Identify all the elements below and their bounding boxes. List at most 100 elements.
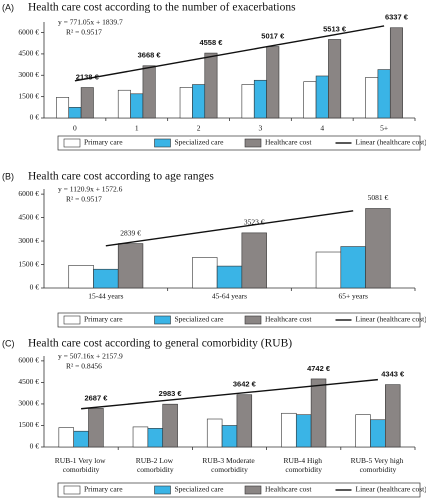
bar [68, 107, 82, 119]
bar [68, 265, 94, 289]
bar [241, 232, 267, 289]
r-squared: R² = 0.9517 [66, 195, 102, 204]
legend-box [57, 482, 421, 498]
value-label: 3523 € [244, 218, 265, 227]
value-label: 4558 € [199, 38, 223, 47]
bar [355, 414, 371, 448]
bar [93, 268, 119, 289]
bar [162, 403, 178, 448]
x-tick-label: 3 [259, 124, 263, 133]
value-label: 2839 € [120, 228, 141, 237]
legend-label: Primary care [84, 485, 123, 494]
legend-label: Specialized care [175, 138, 225, 147]
legend-label: Linear (healthcare cost) [356, 485, 426, 494]
y-tick-label: 3000 € [18, 399, 39, 408]
bar [58, 427, 74, 448]
y-tick-label: 4500 € [18, 377, 39, 386]
legend-swatch [154, 138, 171, 148]
bar [142, 65, 156, 119]
bar [147, 428, 164, 448]
legend-box [57, 135, 421, 151]
legend-swatch [244, 138, 262, 148]
y-tick-label: 1500 € [18, 420, 39, 429]
bar [328, 39, 342, 119]
bar [130, 93, 144, 119]
bar [315, 251, 342, 289]
y-tick-label: 0 € [30, 113, 40, 122]
legend-label: Specialized care [175, 315, 225, 324]
y-tick-label: 1500 € [18, 91, 39, 100]
x-tick-label: 2 [197, 124, 201, 133]
legend-label: Healthcare cost [265, 485, 312, 494]
bar [303, 81, 317, 119]
bar [206, 418, 223, 448]
r-squared: R² = 0.8456 [66, 362, 102, 371]
bar [179, 87, 193, 119]
y-tick-label: 0 € [30, 283, 40, 292]
value-label: 2983 € [159, 389, 183, 398]
trend-line [81, 378, 378, 410]
bar [56, 97, 70, 119]
bar [340, 246, 366, 289]
legend-label: Primary care [84, 138, 123, 147]
trend-line [74, 25, 385, 82]
bar [132, 426, 149, 448]
bar [365, 208, 391, 289]
legend-swatch [154, 315, 171, 325]
x-tick-label: RUB-5 Very high comorbidity [351, 456, 406, 474]
panel-label: (A) [2, 2, 14, 12]
legend-swatch [244, 315, 262, 325]
y-tick-label: 6000 € [18, 356, 39, 365]
value-label: 2138 € [76, 73, 100, 82]
legend-swatch [63, 138, 81, 148]
bar [73, 430, 89, 448]
x-tick-label: RUB-2 Low comorbidity [136, 456, 175, 474]
chart-title: Health care cost according to age ranges [28, 171, 214, 183]
y-tick-label: 3000 € [18, 236, 39, 245]
legend-label: Linear (healthcare cost) [356, 138, 426, 147]
bar [377, 69, 391, 119]
legend-box [57, 312, 421, 328]
bar [117, 89, 131, 119]
y-tick-label: 4500 € [18, 212, 39, 221]
y-tick-label: 0 € [30, 442, 40, 451]
equation: y = 1120.9x + 1572.6 [58, 185, 123, 194]
panel-label: (B) [2, 171, 14, 181]
value-label: 6337 € [385, 13, 409, 22]
value-label: 3668 € [138, 51, 162, 60]
bar [281, 412, 297, 448]
x-tick-label: 65+ years [338, 292, 368, 301]
x-tick-label: 45-64 years [212, 292, 247, 301]
x-tick-label: RUB-3 Moderate comorbidity [202, 456, 256, 474]
bar [236, 394, 253, 448]
bar [88, 408, 104, 448]
panel-label: (C) [2, 338, 15, 348]
bar [80, 87, 94, 119]
legend-label: Primary care [84, 315, 123, 324]
bar [385, 384, 401, 448]
bar [241, 84, 255, 119]
y-tick-label: 6000 € [18, 189, 39, 198]
value-label: 4343 € [381, 370, 405, 379]
bar [295, 414, 312, 448]
bar [192, 257, 218, 289]
legend-swatch [154, 485, 171, 495]
y-tick-label: 4500 € [18, 49, 39, 58]
chart: (A) Health care cost according to the num… [2, 2, 426, 151]
y-tick-label: 6000 € [18, 27, 39, 36]
value-label: 3642 € [233, 380, 257, 389]
bar [204, 52, 218, 119]
value-label: 2687 € [84, 393, 108, 402]
y-tick-label: 1500 € [18, 259, 39, 268]
bar [310, 378, 327, 448]
bar [266, 46, 280, 119]
bar [389, 27, 403, 119]
value-label: 5513 € [323, 24, 347, 33]
legend-swatch [63, 485, 81, 495]
y-tick-label: 3000 € [18, 70, 39, 79]
trend-line [105, 210, 354, 247]
legend-label: Specialized care [175, 485, 225, 494]
bar [315, 75, 329, 119]
x-tick-label: 15-44 years [88, 292, 123, 301]
